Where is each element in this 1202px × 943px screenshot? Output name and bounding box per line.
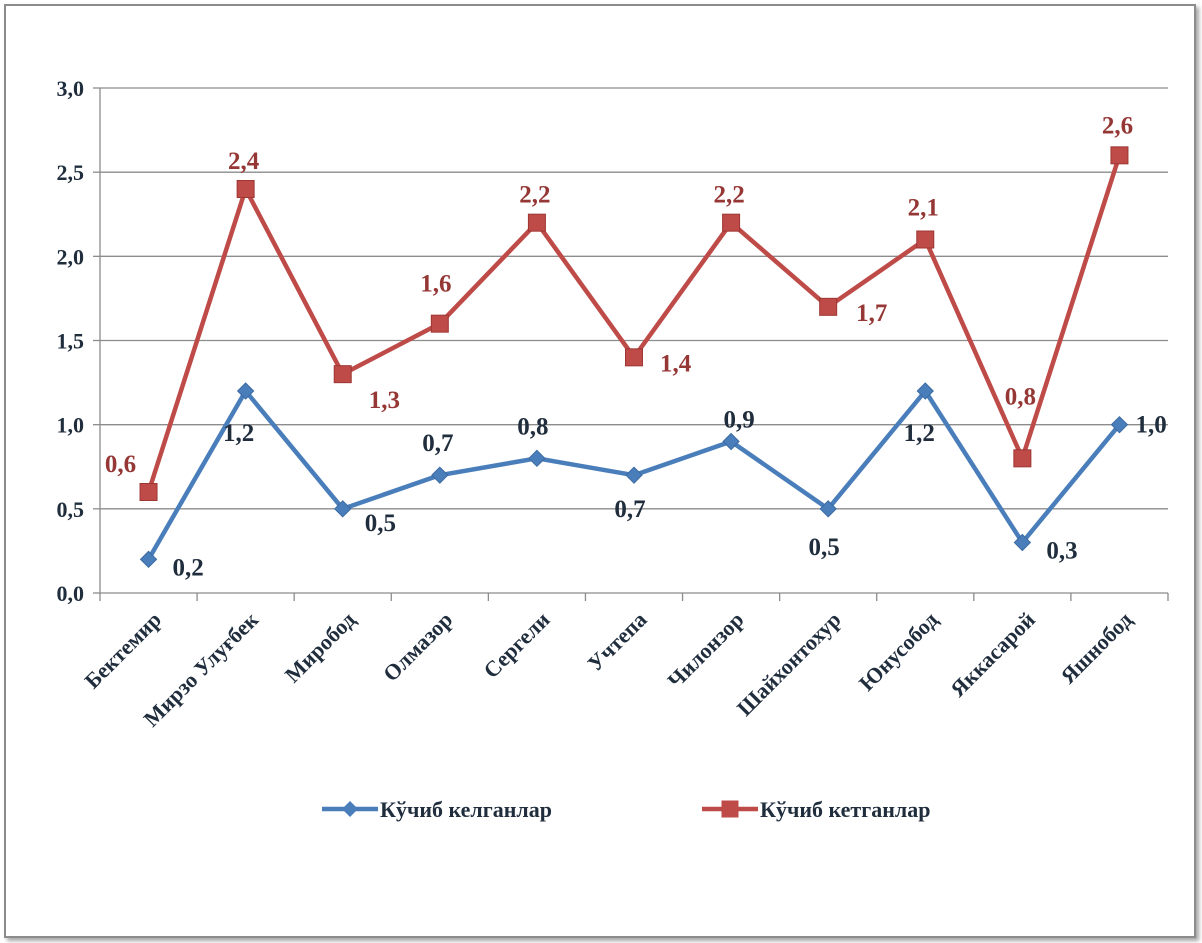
data-point-red — [819, 297, 838, 316]
data-point-blue — [819, 500, 837, 518]
data-label: 0,8 — [1005, 383, 1036, 410]
data-point-red — [1013, 449, 1032, 468]
data-label: 1,0 — [1135, 412, 1166, 439]
data-point-red — [236, 180, 255, 198]
y-tick-label: 1,0 — [57, 413, 85, 438]
data-point-blue — [916, 382, 934, 400]
x-tick-label: Яккасарой — [945, 607, 1040, 702]
data-point-blue — [625, 466, 643, 484]
y-axis: 0,0 0,5 1,0 1,5 2,0 2,5 3,0 — [57, 76, 101, 606]
data-point-red — [1110, 146, 1129, 165]
data-label: 1,3 — [369, 387, 400, 414]
data-label: 1,6 — [420, 271, 451, 298]
data-label: 0,5 — [809, 534, 840, 561]
x-tick-label: Учтепа — [582, 607, 651, 676]
y-tick-label: 2,5 — [57, 160, 85, 185]
data-point-red — [625, 348, 643, 367]
data-point-blue — [1110, 415, 1129, 434]
data-label: 1,2 — [904, 420, 935, 447]
data-point-red — [916, 230, 935, 249]
data-point-red — [430, 314, 449, 333]
data-point-blue — [236, 382, 255, 400]
x-tick-label: Шайхонтохур — [732, 607, 846, 721]
data-labels: 0,2 1,2 0,5 0,7 0,8 0,7 0,9 0,5 1,2 0,3 1,0 0,6 2,4 1… — [105, 112, 1167, 581]
data-label: 1,2 — [223, 420, 254, 447]
data-point-blue — [431, 466, 449, 484]
data-label: 2,2 — [713, 182, 744, 209]
data-label: 0,8 — [517, 413, 548, 440]
data-point-blue — [528, 449, 546, 468]
data-point-blue — [139, 550, 158, 569]
data-point-red — [527, 213, 546, 232]
data-label: 1,4 — [660, 350, 692, 377]
y-tick-label: 1,5 — [57, 329, 85, 354]
data-label: 2,6 — [1102, 112, 1133, 139]
data-label: 2,1 — [908, 195, 939, 222]
x-tick-label: Сергели — [478, 607, 554, 683]
legend-label: Кўчиб кетганлар — [760, 797, 930, 822]
legend-label: Кўчиб келганлар — [380, 797, 552, 822]
x-tick-label: Миробод — [280, 607, 361, 688]
x-tick-label: Бектемир — [79, 607, 166, 694]
data-point-red — [333, 365, 352, 384]
x-tick-label: Яшнобод — [1055, 607, 1137, 689]
data-label: 0,6 — [105, 451, 136, 478]
x-tick-label: Юнусобод — [854, 607, 943, 696]
legend-marker-square — [721, 800, 739, 818]
y-tick-label: 0,5 — [57, 497, 85, 522]
y-tick-label: 0,0 — [57, 581, 85, 606]
data-label: 1,7 — [856, 300, 887, 327]
data-label: 0,9 — [723, 407, 754, 434]
data-label: 0,3 — [1046, 538, 1077, 565]
data-point-blue — [722, 432, 740, 451]
data-label: 0,5 — [365, 510, 396, 537]
gridlines — [100, 87, 1168, 510]
legend-marker-diamond — [342, 801, 358, 817]
x-tick-label: Олмазор — [378, 607, 457, 686]
x-tick-label: Чилонзор — [663, 607, 749, 693]
y-tick-label: 3,0 — [57, 76, 85, 101]
series-line-2 — [146, 154, 1122, 493]
series-group — [139, 146, 1129, 569]
data-label: 2,4 — [228, 148, 260, 175]
data-label: 0,7 — [614, 496, 645, 523]
legend: Кўчиб келганлар Кўчиб кетганлар — [322, 797, 930, 822]
data-label: 0,7 — [422, 430, 453, 457]
data-point-red — [139, 483, 158, 501]
y-tick-label: 2,0 — [57, 244, 85, 269]
data-point-red — [722, 213, 741, 232]
data-label: 0,2 — [173, 554, 204, 581]
data-point-blue — [334, 500, 352, 518]
data-label: 2,2 — [519, 182, 550, 209]
data-point-blue — [1013, 533, 1032, 552]
